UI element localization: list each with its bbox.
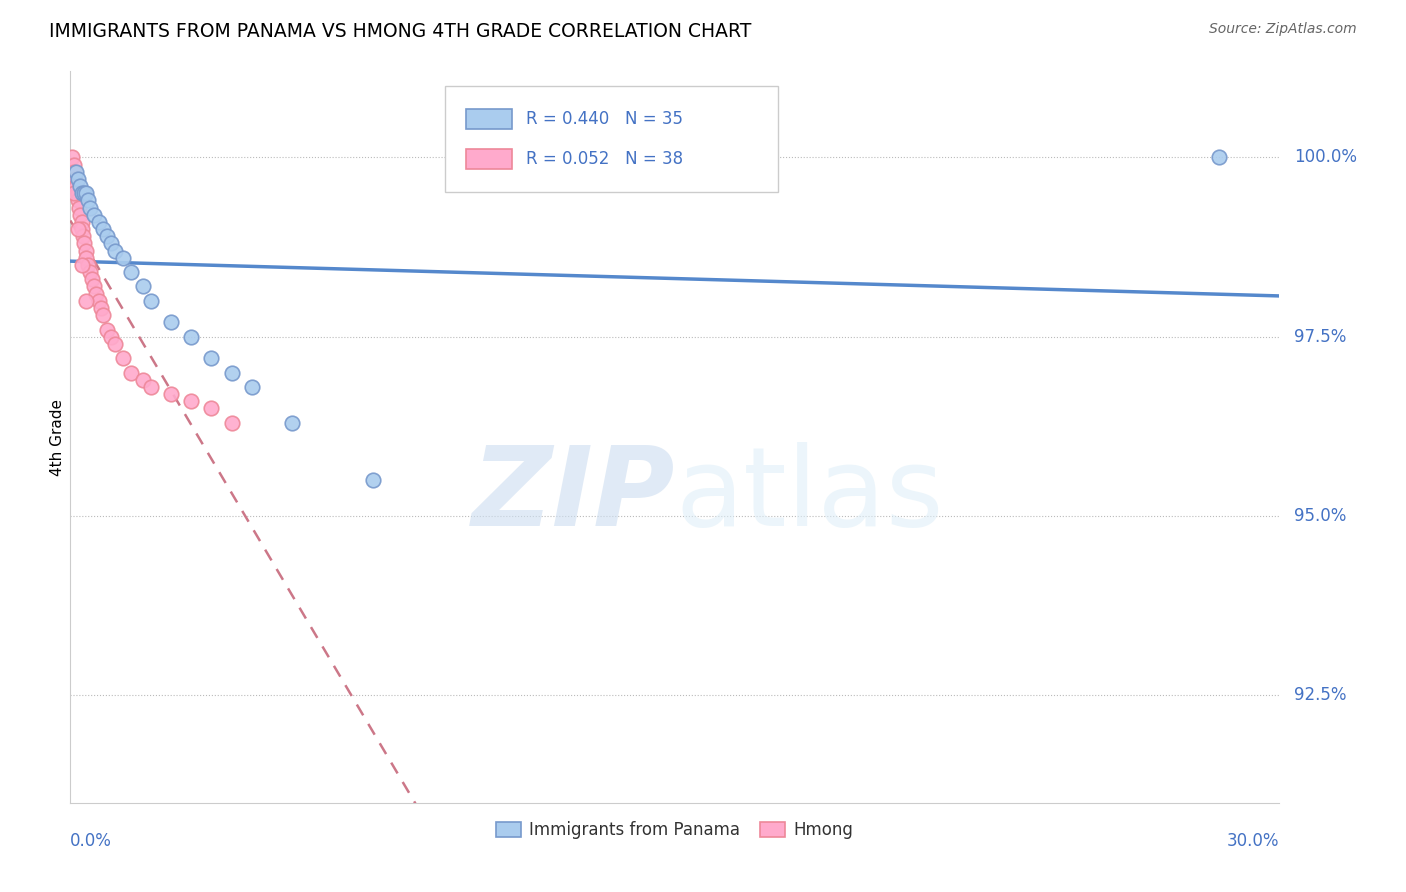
Point [111, 351, 134, 366]
Text: 0.0%: 0.0% [70, 832, 112, 850]
Point [83, 208, 105, 222]
Point [139, 293, 162, 308]
Point [72, 258, 94, 272]
Text: 30.0%: 30.0% [1227, 832, 1279, 850]
Point [83, 279, 105, 293]
Point [104, 244, 127, 258]
Point [1208, 150, 1230, 164]
Point [87, 215, 110, 229]
Point [180, 394, 202, 409]
Point [100, 236, 122, 251]
Point [87, 293, 110, 308]
Point [75, 251, 97, 265]
Point [96, 322, 118, 336]
Legend: Immigrants from Panama, Hmong: Immigrants from Panama, Hmong [489, 814, 860, 846]
Point [75, 186, 97, 201]
Text: atlas: atlas [675, 442, 943, 549]
Point [60, 150, 83, 164]
Point [72, 222, 94, 236]
Point [104, 336, 127, 351]
Point [67, 222, 90, 236]
Bar [465, 109, 512, 129]
Point [221, 366, 243, 380]
Point [63, 186, 86, 201]
Text: ZIP: ZIP [471, 442, 675, 549]
Point [66, 186, 89, 201]
Point [132, 279, 155, 293]
Text: Source: ZipAtlas.com: Source: ZipAtlas.com [1209, 22, 1357, 37]
Point [120, 366, 142, 380]
Point [75, 244, 97, 258]
Point [79, 265, 101, 279]
Y-axis label: 4th Grade: 4th Grade [49, 399, 65, 475]
Bar [465, 149, 512, 169]
Point [73, 186, 96, 201]
Point [72, 186, 94, 201]
Point [67, 194, 90, 208]
Point [132, 373, 155, 387]
Point [91, 308, 114, 322]
Point [139, 380, 162, 394]
Text: R = 0.440   N = 35: R = 0.440 N = 35 [526, 110, 683, 128]
Point [73, 236, 96, 251]
Text: 95.0%: 95.0% [1294, 507, 1347, 525]
Point [120, 265, 142, 279]
Point [86, 286, 108, 301]
Point [180, 329, 202, 343]
Point [77, 194, 100, 208]
Point [67, 201, 90, 215]
Point [62, 158, 84, 172]
Point [90, 301, 111, 315]
Point [65, 179, 87, 194]
Point [63, 172, 86, 186]
Point [69, 208, 91, 222]
Point [70, 215, 93, 229]
Point [111, 251, 134, 265]
Point [79, 201, 101, 215]
Point [65, 165, 87, 179]
Point [281, 416, 304, 430]
Point [82, 272, 104, 286]
Point [63, 165, 86, 179]
Point [240, 380, 263, 394]
Point [75, 293, 97, 308]
Point [69, 179, 91, 194]
Text: 100.0%: 100.0% [1294, 148, 1357, 167]
Point [72, 229, 94, 244]
Point [77, 258, 100, 272]
Point [91, 222, 114, 236]
FancyBboxPatch shape [446, 86, 778, 192]
Point [67, 172, 90, 186]
Point [221, 416, 243, 430]
Text: 97.5%: 97.5% [1294, 327, 1347, 346]
Point [100, 329, 122, 343]
Point [160, 315, 183, 329]
Text: 92.5%: 92.5% [1294, 686, 1347, 705]
Point [200, 401, 222, 416]
Text: IMMIGRANTS FROM PANAMA VS HMONG 4TH GRADE CORRELATION CHART: IMMIGRANTS FROM PANAMA VS HMONG 4TH GRAD… [49, 22, 752, 41]
Point [96, 229, 118, 244]
Point [160, 387, 183, 401]
Text: R = 0.052   N = 38: R = 0.052 N = 38 [526, 150, 683, 168]
Point [200, 351, 222, 366]
Point [361, 473, 384, 487]
